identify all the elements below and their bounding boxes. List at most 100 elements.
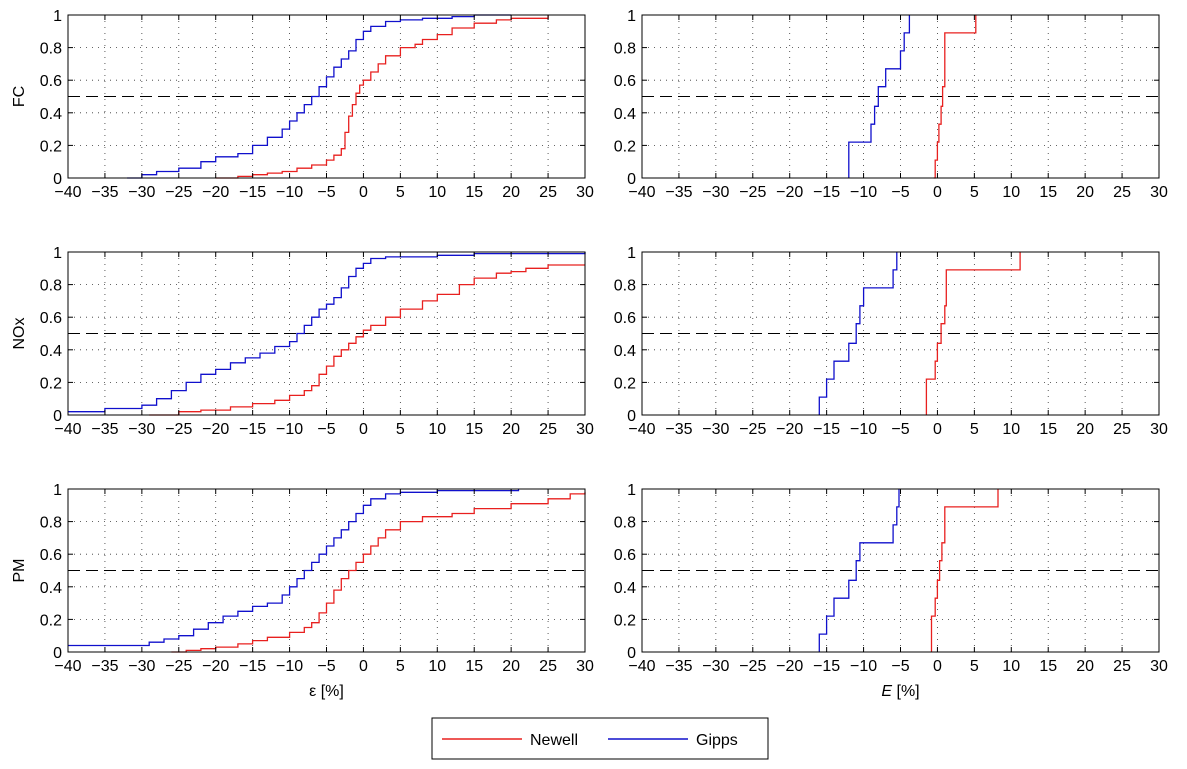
- x-tick-label: 25: [1113, 658, 1131, 675]
- x-tick-label: −5: [891, 184, 909, 201]
- x-tick-label: −25: [165, 421, 192, 438]
- x-tick-label: −5: [891, 421, 909, 438]
- x-tick-label: 30: [576, 421, 594, 438]
- y-axis-title: FC: [11, 86, 28, 107]
- y-tick-label: 0.8: [614, 515, 636, 532]
- x-tick-label: −10: [850, 184, 877, 201]
- y-tick-label: 1: [53, 482, 62, 499]
- plot-fc-e: −40 −35 −30 −25 −20 −15 −10 −5 0 5 10 15 20 25 30 0 0.2 0…: [614, 8, 1168, 201]
- x-tick-label: 10: [1002, 658, 1020, 675]
- x-tick-label: 10: [428, 421, 446, 438]
- x-tick-label: −20: [202, 184, 229, 201]
- x-axis-title-unit: [%]: [892, 683, 920, 700]
- x-tick-label: 15: [465, 184, 483, 201]
- plot-pm-epsilon: −40 −35 −30 −25 −20 −15 −10 −5 0 5 10 15 20 25 3000.20…: [11, 482, 594, 700]
- x-tick-label: 20: [1076, 421, 1094, 438]
- x-tick-label: 25: [539, 421, 557, 438]
- x-tick-label: 25: [539, 184, 557, 201]
- x-tick-label: −30: [128, 184, 155, 201]
- y-tick-label: 0.6: [614, 547, 636, 564]
- x-tick-label: 10: [428, 658, 446, 675]
- x-tick-label: 20: [502, 184, 520, 201]
- legend-label-gipps: Gipps: [696, 732, 738, 749]
- x-tick-label: −15: [239, 658, 266, 675]
- x-axis-title: ε [%]: [309, 683, 344, 700]
- x-tick-label: −20: [202, 421, 229, 438]
- x-tick-label: −35: [91, 421, 118, 438]
- x-tick-label: 0: [933, 421, 942, 438]
- x-tick-label: 20: [502, 421, 520, 438]
- x-tick-label: −35: [665, 184, 692, 201]
- y-tick-label: 1: [627, 482, 636, 499]
- y-tick-label: 0: [627, 171, 636, 188]
- x-tick-label: −15: [239, 421, 266, 438]
- y-tick-label: 0.2: [40, 612, 62, 629]
- x-tick-label: −35: [665, 421, 692, 438]
- x-tick-label: −30: [128, 658, 155, 675]
- x-tick-label: −10: [850, 421, 877, 438]
- y-tick-label: 0.4: [40, 580, 62, 597]
- y-tick-label: 0.8: [40, 41, 62, 58]
- x-tick-label: −20: [776, 658, 803, 675]
- x-tick-label: −15: [813, 184, 840, 201]
- y-tick-label: 0.2: [614, 612, 636, 629]
- x-tick-label: 20: [1076, 184, 1094, 201]
- y-tick-label: 0.6: [614, 73, 636, 90]
- x-tick-label: 25: [1113, 184, 1131, 201]
- x-tick-label: 15: [1039, 184, 1057, 201]
- x-tick-label: −15: [813, 658, 840, 675]
- y-tick-label: 0.6: [40, 547, 62, 564]
- x-tick-label: 5: [396, 658, 405, 675]
- y-tick-label: 1: [627, 8, 636, 25]
- x-tick-label: −5: [317, 184, 335, 201]
- x-tick-label: 0: [933, 184, 942, 201]
- y-axis-title: NOx: [11, 318, 28, 350]
- x-tick-label: −5: [317, 421, 335, 438]
- y-tick-label: 0: [53, 645, 62, 662]
- y-tick-label: 0: [627, 645, 636, 662]
- x-tick-label: −30: [702, 658, 729, 675]
- x-tick-label: −10: [276, 421, 303, 438]
- legend-label-newell: Newell: [530, 732, 578, 749]
- x-tick-label: 10: [428, 184, 446, 201]
- x-tick-label: −20: [776, 184, 803, 201]
- y-tick-label: 1: [53, 8, 62, 25]
- x-tick-label: 25: [1113, 421, 1131, 438]
- x-tick-label: 5: [970, 421, 979, 438]
- x-tick-label: −10: [276, 658, 303, 675]
- x-tick-label: 5: [396, 421, 405, 438]
- y-tick-label: 0.8: [614, 41, 636, 58]
- x-tick-label: −10: [850, 658, 877, 675]
- y-tick-label: 0.4: [40, 106, 62, 123]
- y-tick-label: 0: [53, 408, 62, 425]
- x-tick-label: −25: [739, 184, 766, 201]
- x-tick-label: −20: [202, 658, 229, 675]
- x-tick-label: −30: [702, 184, 729, 201]
- x-tick-label: 0: [359, 184, 368, 201]
- x-tick-label: −25: [165, 184, 192, 201]
- x-tick-label: −35: [665, 658, 692, 675]
- x-tick-label: 0: [359, 658, 368, 675]
- y-tick-label: 0.8: [40, 515, 62, 532]
- y-tick-label: 0.4: [614, 580, 636, 597]
- x-tick-label: 5: [970, 658, 979, 675]
- x-tick-label: −5: [317, 658, 335, 675]
- plot-nox-e: −40 −35 −30 −25 −20 −15 −10 −5 0 5 10 15 20 25 30 0 0.2 0…: [614, 245, 1168, 438]
- x-tick-label: −10: [276, 184, 303, 201]
- x-axis-title: E [%]: [881, 683, 919, 700]
- x-tick-label: 5: [970, 184, 979, 201]
- x-tick-label: 15: [465, 658, 483, 675]
- x-tick-label: −25: [739, 658, 766, 675]
- x-tick-label: 30: [576, 184, 594, 201]
- x-tick-label: 20: [502, 658, 520, 675]
- x-tick-label: 30: [1150, 421, 1168, 438]
- legend: Newell Gipps: [432, 718, 768, 759]
- plot-pm-e: −40 −35 −30 −25 −20 −15 −10 −5 0 5 10 15 20 25 3000.20…: [614, 482, 1168, 700]
- x-tick-label: 10: [1002, 421, 1020, 438]
- x-tick-label: 10: [1002, 184, 1020, 201]
- x-tick-label: 5: [396, 184, 405, 201]
- y-tick-label: 0.8: [614, 278, 636, 295]
- y-tick-label: 0.2: [614, 375, 636, 392]
- x-axis-title-symbol: E: [881, 683, 892, 700]
